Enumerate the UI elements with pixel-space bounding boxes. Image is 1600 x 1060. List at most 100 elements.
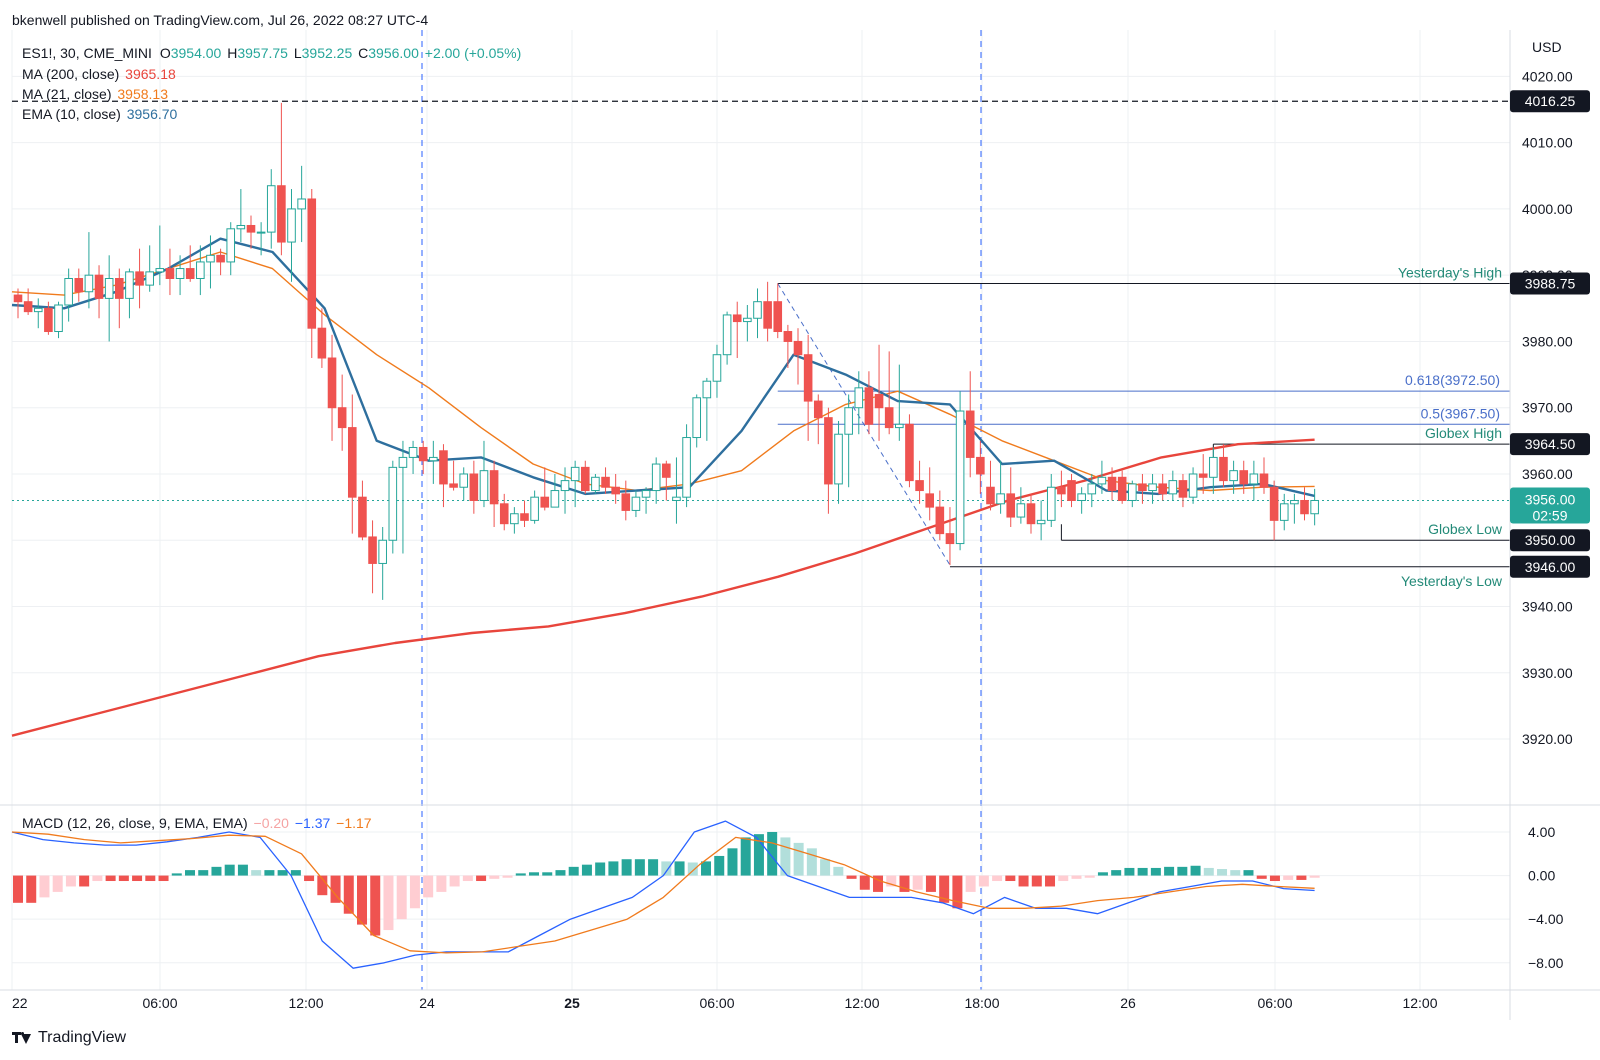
macd-hist-bar xyxy=(595,862,606,876)
macd-hist-bar xyxy=(370,875,381,936)
macd-hist-bar xyxy=(568,866,579,876)
fib-diagonal xyxy=(777,283,951,566)
level-lines: Yesterday's High Globex High Globex Low Yes… xyxy=(12,100,1510,589)
candle-body xyxy=(175,268,185,279)
macd-hist-bar xyxy=(674,861,685,876)
candle-body xyxy=(793,340,803,356)
candle-body xyxy=(732,314,742,323)
macd-hist-bar xyxy=(502,875,513,878)
level-price-label-box xyxy=(1510,555,1590,578)
macd-hist-bar xyxy=(211,866,222,876)
macd-hist-bar xyxy=(1150,867,1161,876)
fib-label: 0.618(3972.50) xyxy=(1405,372,1500,388)
candle-body xyxy=(1026,503,1036,525)
ohlc-close-label: C xyxy=(358,45,369,61)
ema10-label: EMA (10, close) xyxy=(22,106,121,122)
macd-hist-bar xyxy=(886,875,897,887)
candle-body xyxy=(1057,486,1066,495)
macd-hist-bar xyxy=(1269,875,1280,882)
macd-hist-bar xyxy=(1230,870,1241,876)
macd-hist-bar xyxy=(1190,865,1201,876)
macd-hist-bar xyxy=(251,870,262,876)
candle-body xyxy=(945,533,955,545)
macd-hist-bar xyxy=(1203,867,1214,876)
macd-hist-bar xyxy=(714,855,725,876)
candles xyxy=(13,102,1319,600)
time-tick-label: 22 xyxy=(12,995,28,1011)
symbol-legend[interactable]: ES1!, 30, CME_MINI O3954.00 H3957.75 L39… xyxy=(22,45,523,61)
candle-body xyxy=(429,456,438,462)
macd-tick-label: −8.00 xyxy=(1528,955,1564,971)
macd-hist-bar xyxy=(13,875,23,903)
ma21-legend[interactable]: MA (21, close) 3958.13 xyxy=(22,86,170,102)
ohlc-close: 3956.00 xyxy=(368,45,419,61)
macd-hist-bar xyxy=(1031,875,1042,887)
macd-hist-bar xyxy=(436,875,447,892)
macd-hist-bar xyxy=(820,859,831,876)
level-price-label-box xyxy=(1510,529,1590,552)
macd-hist-bar xyxy=(132,875,143,882)
ma200-legend[interactable]: MA (200, close) 3965.18 xyxy=(22,66,178,82)
macd-hist-bar xyxy=(661,861,672,876)
symbol-name: ES1!, 30, CME_MINI xyxy=(22,45,152,61)
macd-hist-bar xyxy=(304,875,315,882)
ema10-line xyxy=(11,237,1315,498)
candle-body xyxy=(692,397,702,439)
macd-hist-bar xyxy=(224,864,235,876)
macd-hist-bar xyxy=(158,875,169,882)
candle-body xyxy=(915,480,924,492)
candle-body xyxy=(580,466,590,492)
level-label: Globex High xyxy=(1425,425,1502,441)
macd-hist-bar xyxy=(965,875,976,892)
time-tick-label: 12:00 xyxy=(844,995,879,1011)
ohlc-high: 3957.75 xyxy=(237,45,288,61)
macd-hist-bar xyxy=(1164,866,1175,876)
macd-legend[interactable]: MACD (12, 26, close, 9, EMA, EMA) −0.20 … xyxy=(22,815,374,831)
candle-body xyxy=(834,433,843,485)
candle-body xyxy=(1178,480,1188,498)
candle-body xyxy=(844,407,853,435)
candle-body xyxy=(489,470,499,505)
candle-body xyxy=(560,480,570,492)
macd-hist-value: −0.20 xyxy=(253,815,289,831)
macd-hist-bar xyxy=(1084,875,1095,878)
ma200-label: MA (200, close) xyxy=(22,66,120,82)
price-tick-label: 4010.00 xyxy=(1522,135,1573,151)
ohlc-high-label: H xyxy=(227,45,238,61)
candle-body xyxy=(398,456,408,468)
candle-body xyxy=(672,496,681,501)
candle-body xyxy=(905,423,914,482)
candle-body xyxy=(206,254,215,263)
macd-hist-bar xyxy=(780,837,791,876)
ema10-value: 3956.70 xyxy=(126,106,178,122)
candle-body xyxy=(358,496,367,538)
price-tick-label: 3940.00 xyxy=(1522,599,1573,615)
ema10-legend[interactable]: EMA (10, close) 3956.70 xyxy=(22,106,179,122)
candle-body xyxy=(74,277,84,293)
macd-hist-bar xyxy=(290,870,301,876)
macd-hist-bar xyxy=(1097,872,1108,876)
candle-body xyxy=(1300,499,1309,515)
candle-body xyxy=(44,307,53,333)
candle-body xyxy=(469,473,479,501)
macd-hist-bar xyxy=(39,875,50,898)
macd-hist-bar xyxy=(648,859,659,876)
macd-hist-bar xyxy=(383,875,394,931)
tradingview-brand[interactable]: TradingView xyxy=(12,1029,126,1047)
macd-hist-bar xyxy=(449,875,460,887)
price-tick-label: 4020.00 xyxy=(1522,68,1573,84)
candle-body xyxy=(1290,499,1299,505)
macd-hist-bar xyxy=(687,862,698,876)
candle-body xyxy=(773,301,783,333)
macd-hist-bar xyxy=(899,875,910,892)
candle-body xyxy=(418,446,428,462)
candle-body xyxy=(1249,473,1259,485)
macd-hist-bar xyxy=(634,859,645,876)
ma21-label: MA (21, close) xyxy=(22,86,112,102)
macd-hist-bar xyxy=(409,875,420,909)
price-tick-label: 3920.00 xyxy=(1522,731,1573,747)
price-labels: 4016.25 3988.75 3964.50 3950.00 3946.00 3956.… xyxy=(1510,90,1590,578)
dashed-level-price-label-box xyxy=(1510,90,1590,113)
macd-hist-bar xyxy=(198,870,209,876)
